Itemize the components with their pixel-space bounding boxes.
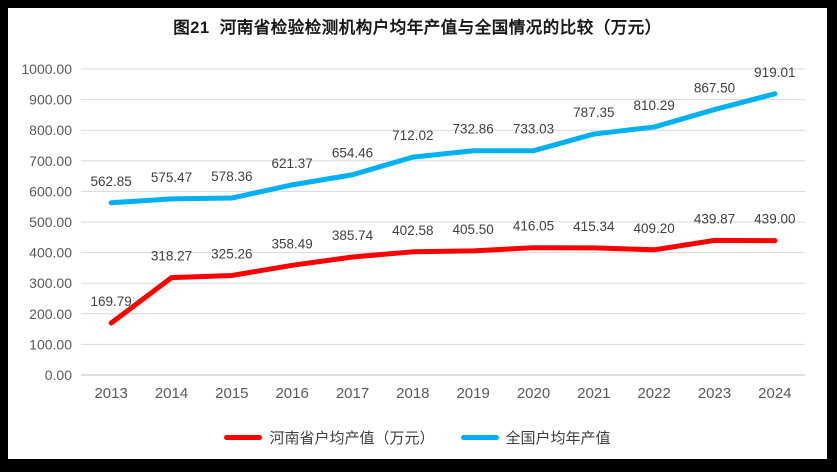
data-label-national: 562.85 bbox=[91, 174, 132, 189]
legend-line-swatch-henan bbox=[224, 435, 263, 440]
x-axis-tick-label: 2024 bbox=[758, 385, 791, 402]
y-axis-tick-label: 900.00 bbox=[29, 92, 72, 108]
data-label-national: 919.01 bbox=[754, 65, 795, 80]
data-label-henan: 358.49 bbox=[272, 236, 313, 251]
chart-canvas: 图21 河南省检验检测机构户均年产值与全国情况的比较（万元） 0.00 100.0… bbox=[8, 8, 827, 459]
legend-line-swatch-national bbox=[460, 435, 499, 440]
y-axis-tick-label: 300.00 bbox=[29, 275, 72, 291]
legend: 河南省户均产值（万元） 全国户均年产值 bbox=[8, 427, 827, 448]
data-label-national: 787.35 bbox=[573, 105, 614, 120]
x-axis-tick-label: 2020 bbox=[517, 385, 550, 402]
chart-title: 图21 河南省检验检测机构户均年产值与全国情况的比较（万元） bbox=[173, 19, 662, 37]
plot-svg: 0.00 100.00 200.00 300.00 400.00 500.00 600.00… bbox=[21, 61, 805, 402]
data-label-henan: 416.05 bbox=[513, 219, 554, 234]
x-axis-tick-label: 2018 bbox=[396, 385, 429, 402]
y-axis-tick-label: 1000.00 bbox=[21, 61, 72, 77]
data-label-national: 810.29 bbox=[634, 98, 675, 113]
data-label-henan: 402.58 bbox=[392, 223, 433, 238]
data-label-henan: 439.87 bbox=[694, 211, 735, 226]
legend-item-national: 全国户均年产值 bbox=[460, 427, 611, 448]
data-label-national: 712.02 bbox=[392, 128, 433, 143]
data-label-henan: 405.50 bbox=[453, 222, 494, 237]
x-axis-tick-label: 2017 bbox=[336, 385, 369, 402]
y-axis-tick-label: 800.00 bbox=[29, 122, 72, 138]
series-line-national bbox=[108, 91, 778, 206]
legend-label-national: 全国户均年产值 bbox=[505, 430, 611, 447]
y-axis-tick-label: 200.00 bbox=[29, 306, 72, 322]
data-label-national: 578.36 bbox=[211, 169, 252, 184]
data-label-henan: 439.00 bbox=[754, 212, 795, 227]
data-label-henan: 318.27 bbox=[151, 249, 192, 264]
x-axis-tick-label: 2019 bbox=[456, 385, 489, 402]
series-line-henan bbox=[108, 237, 778, 326]
data-label-national: 867.50 bbox=[694, 81, 735, 96]
data-label-national: 621.37 bbox=[272, 156, 313, 171]
y-axis-tick-label: 0.00 bbox=[45, 367, 72, 383]
y-axis-tick-label: 600.00 bbox=[29, 183, 72, 199]
x-axis-tick-label: 2016 bbox=[275, 385, 308, 402]
data-label-national: 654.46 bbox=[332, 146, 373, 161]
data-label-henan: 409.20 bbox=[634, 221, 675, 236]
x-axis-tick-label: 2013 bbox=[94, 385, 127, 402]
y-axis-tick-label: 100.00 bbox=[29, 336, 72, 352]
legend-item-henan: 河南省户均产值（万元） bbox=[224, 427, 435, 448]
y-axis-tick-label: 700.00 bbox=[29, 153, 72, 169]
data-label-national: 733.03 bbox=[513, 122, 554, 137]
data-label-henan: 385.74 bbox=[332, 228, 374, 243]
x-axis-tick-label: 2023 bbox=[698, 385, 731, 402]
y-axis-tick-label: 400.00 bbox=[29, 245, 72, 261]
data-label-national: 575.47 bbox=[151, 170, 192, 185]
x-axis-tick-label: 2014 bbox=[155, 385, 188, 402]
data-label-henan: 325.26 bbox=[211, 246, 252, 261]
x-axis-tick-label: 2015 bbox=[215, 385, 248, 402]
legend-label-henan: 河南省户均产值（万元） bbox=[269, 430, 435, 447]
data-label-henan: 169.79 bbox=[91, 294, 132, 309]
data-label-henan: 415.34 bbox=[573, 219, 615, 234]
y-axis-tick-label: 500.00 bbox=[29, 214, 72, 230]
data-label-national: 732.86 bbox=[453, 122, 494, 137]
x-axis-tick-label: 2021 bbox=[577, 385, 610, 402]
x-axis-tick-label: 2022 bbox=[637, 385, 670, 402]
